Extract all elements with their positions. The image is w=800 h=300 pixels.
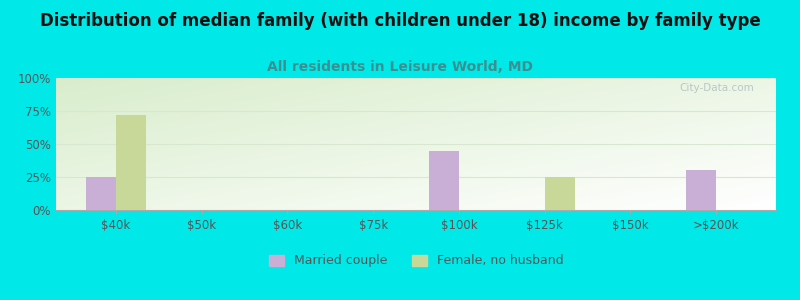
Bar: [116, 115, 146, 210]
Text: Distribution of median family (with children under 18) income by family type: Distribution of median family (with chil…: [40, 12, 760, 30]
Text: All residents in Leisure World, MD: All residents in Leisure World, MD: [267, 60, 533, 74]
Legend: Married couple, Female, no husband: Married couple, Female, no husband: [263, 249, 569, 272]
Bar: [86, 177, 116, 210]
Bar: [686, 170, 716, 210]
Bar: [545, 177, 574, 210]
Bar: [429, 151, 459, 210]
Text: City-Data.com: City-Data.com: [680, 83, 754, 93]
